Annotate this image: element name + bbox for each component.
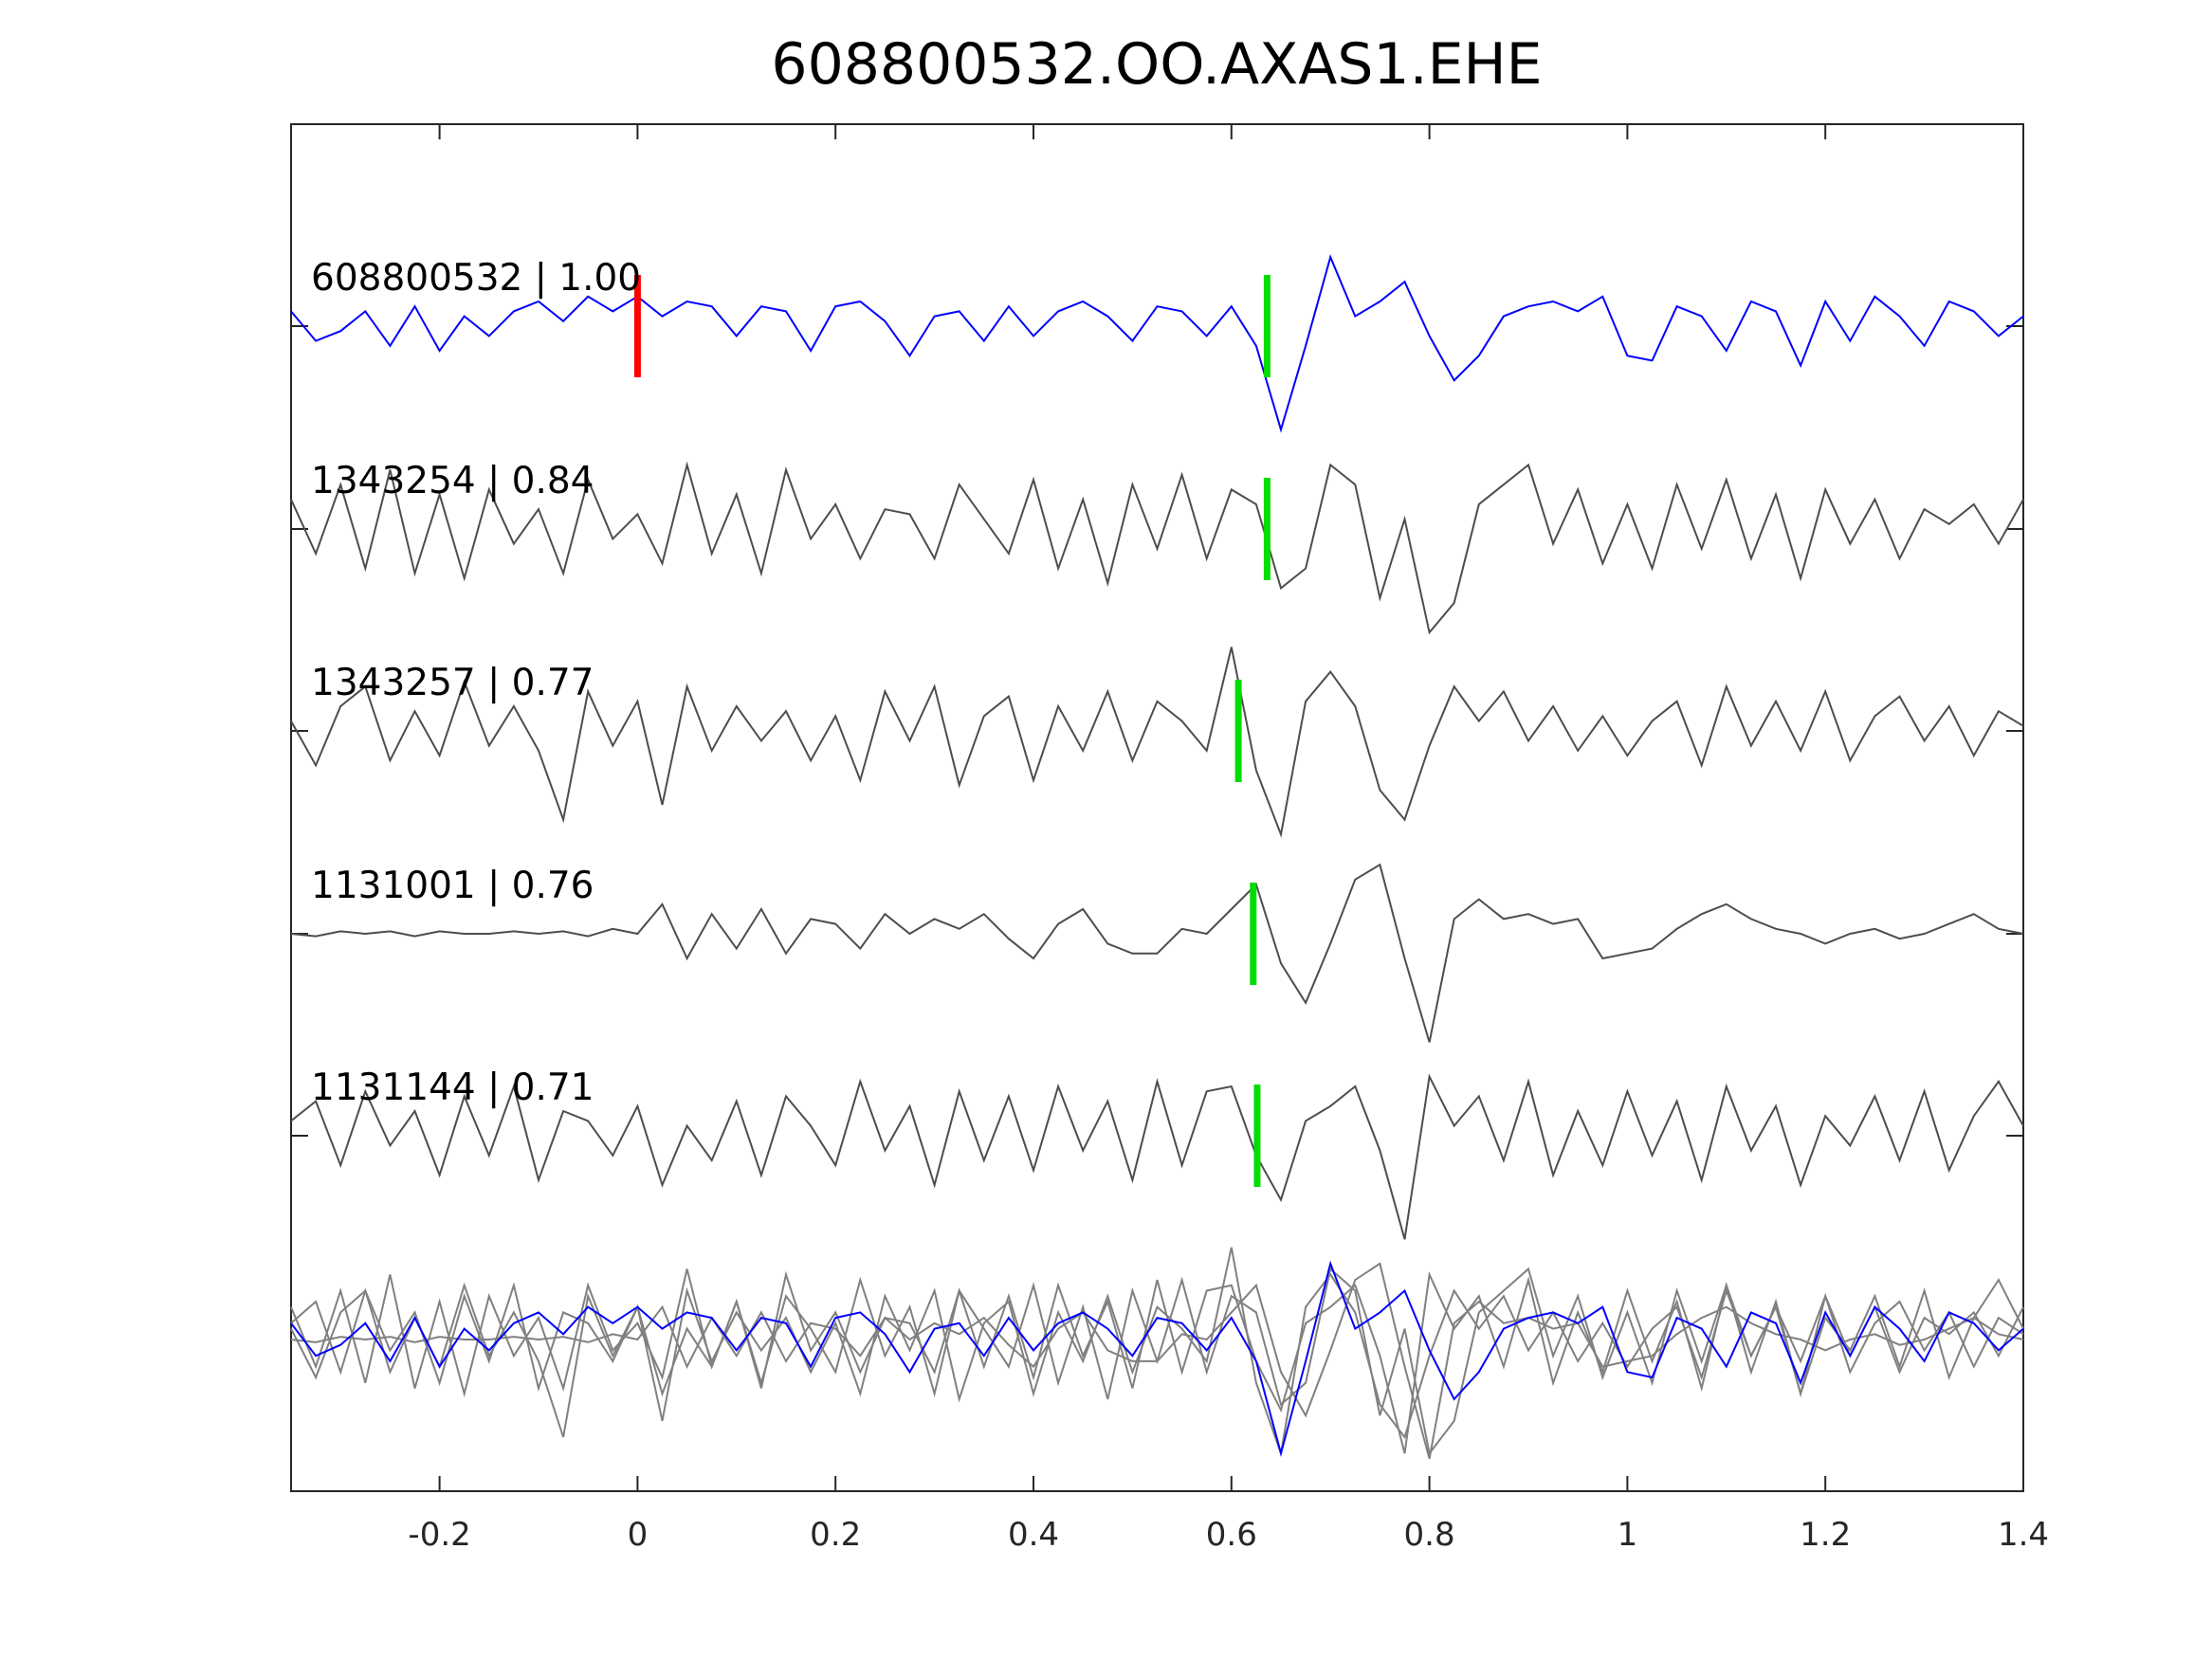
x-tick-label: 1.4 [1998, 1516, 2049, 1554]
chart-title: 608800532.OO.AXAS1.EHE [771, 31, 1542, 98]
overlay-stack [290, 1247, 2024, 1460]
overlay-trace-1131144 [290, 1270, 2024, 1454]
x-tick-label: -0.2 [408, 1516, 470, 1554]
trace-label: 608800532 | 1.00 [311, 257, 641, 300]
x-tick-label: 0.8 [1404, 1516, 1455, 1554]
x-tick-label: 1 [1618, 1516, 1638, 1554]
x-tick-label: 0.6 [1206, 1516, 1257, 1554]
trace-1343257 [290, 647, 2024, 838]
trace-1131144 [290, 1073, 2024, 1240]
plot-frame [290, 123, 2024, 1492]
x-tick-label: 0.2 [810, 1516, 861, 1554]
trace-label: 1131144 | 0.71 [311, 1066, 594, 1109]
x-tick-label: 1.2 [1800, 1516, 1851, 1554]
overlay-trace-608800532 [290, 1260, 2024, 1457]
trace-1343254 [290, 461, 2024, 635]
overlay-trace-1131001 [290, 1262, 2024, 1460]
x-tick-label: 0.4 [1008, 1516, 1059, 1554]
trace-1131001 [290, 863, 2024, 1043]
trace-label: 1131001 | 0.76 [311, 865, 594, 907]
trace-608800532 [290, 254, 2024, 433]
trace-label: 1343257 | 0.77 [311, 662, 594, 704]
x-tick-label: 0 [628, 1516, 649, 1554]
trace-label: 1343254 | 0.84 [311, 460, 594, 502]
